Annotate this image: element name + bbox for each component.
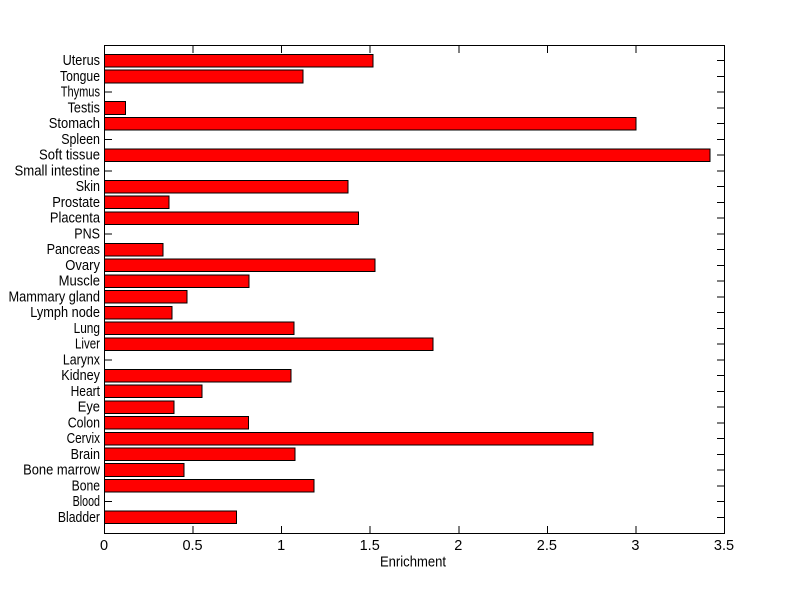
svg-text:Skin: Skin [76,179,100,195]
svg-text:Brain: Brain [71,447,100,463]
svg-text:Bone: Bone [72,478,100,494]
svg-text:0: 0 [100,538,108,554]
svg-text:3.5: 3.5 [714,538,734,554]
svg-text:Spleen: Spleen [61,132,100,148]
svg-text:Thymus: Thymus [61,85,100,101]
svg-text:Heart: Heart [71,384,100,400]
svg-text:Liver: Liver [75,337,100,353]
svg-text:Muscle: Muscle [59,274,100,290]
svg-text:Soft tissue: Soft tissue [39,148,100,164]
svg-text:Pancreas: Pancreas [47,242,100,258]
svg-text:Stomach: Stomach [49,116,100,132]
svg-text:Eye: Eye [78,400,100,416]
svg-text:Bladder: Bladder [58,510,100,526]
svg-text:Mammary gland: Mammary gland [9,289,101,305]
svg-text:Placenta: Placenta [50,211,101,227]
svg-text:Testis: Testis [68,100,100,116]
svg-text:Blood: Blood [73,494,100,510]
svg-text:1: 1 [277,538,285,554]
svg-text:Lung: Lung [74,321,100,337]
svg-text:0.5: 0.5 [182,538,202,554]
svg-text:Colon: Colon [68,415,100,431]
svg-text:Bone marrow: Bone marrow [23,463,100,479]
svg-text:2: 2 [454,538,462,554]
svg-text:Lymph node: Lymph node [30,305,100,321]
svg-text:Uterus: Uterus [63,53,100,69]
svg-text:PNS: PNS [74,226,100,242]
svg-text:Tongue: Tongue [60,69,100,85]
svg-text:2.5: 2.5 [537,538,557,554]
svg-text:Enrichment: Enrichment [380,555,446,571]
svg-text:Cervix: Cervix [67,431,101,447]
svg-text:1.5: 1.5 [360,538,380,554]
svg-text:Kidney: Kidney [61,368,100,384]
svg-text:Ovary: Ovary [65,258,100,274]
svg-text:Larynx: Larynx [63,352,101,368]
svg-text:Small intestine: Small intestine [15,163,101,179]
svg-text:3: 3 [631,538,639,554]
svg-text:Prostate: Prostate [52,195,100,211]
